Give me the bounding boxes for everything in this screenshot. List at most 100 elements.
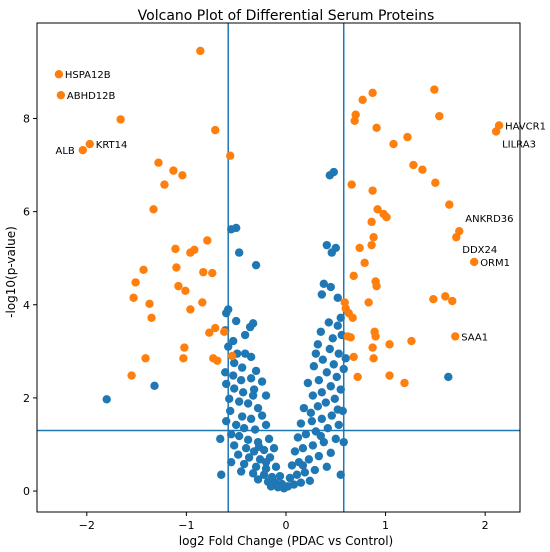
nonsignificant-point (221, 368, 230, 377)
y-tick-label: 6 (23, 206, 30, 219)
nonsignificant-point (102, 395, 111, 404)
nonsignificant-point (329, 167, 338, 177)
nonsignificant-point (246, 414, 256, 424)
nonsignificant-point (217, 470, 226, 479)
nonsignificant-point (231, 316, 241, 326)
nonsignificant-point (296, 419, 306, 428)
x-axis-label: log2 Fold Change (PDAC vs Control) (179, 534, 393, 548)
significant-point (169, 166, 178, 175)
significant-point (56, 90, 66, 100)
nonsignificant-point (283, 482, 293, 491)
nonsignificant-point (336, 313, 345, 322)
nonsignificant-point (326, 282, 335, 292)
nonsignificant-point (305, 476, 315, 485)
significant-point (418, 165, 427, 174)
nonsignificant-point (261, 391, 271, 400)
significant-point (407, 336, 416, 346)
data-points (54, 46, 504, 493)
nonsignificant-point (336, 385, 345, 394)
nonsignificant-point (309, 362, 319, 371)
significant-point (160, 180, 169, 189)
significant-point (348, 313, 357, 322)
nonsignificant-point (225, 394, 234, 404)
significant-point (355, 243, 364, 253)
x-tick-label: 2 (482, 519, 489, 532)
nonsignificant-point (326, 448, 335, 458)
significant-point (358, 95, 367, 105)
nonsignificant-point (334, 420, 343, 430)
nonsignificant-point (339, 437, 348, 447)
significant-point (409, 160, 418, 170)
nonsignificant-point (322, 368, 331, 377)
nonsignificant-point (241, 443, 251, 453)
significant-point (116, 115, 125, 124)
nonsignificant-point (317, 414, 327, 424)
significant-point (469, 257, 479, 267)
gene-label: ORM1 (480, 258, 510, 269)
nonsignificant-point (330, 394, 339, 404)
x-tick-label: 1 (382, 519, 389, 532)
nonsignificant-point (228, 336, 238, 346)
nonsignificant-point (316, 327, 326, 336)
nonsignificant-point (228, 371, 238, 380)
significant-point (171, 244, 180, 254)
nonsignificant-point (300, 468, 310, 477)
nonsignificant-point (314, 451, 324, 461)
y-axis-label: -log10(p-value) (4, 226, 18, 318)
gene-label: SAA1 (461, 332, 488, 343)
nonsignificant-point (323, 423, 332, 433)
significant-point (452, 233, 461, 242)
plot-frame (36, 22, 521, 513)
gene-label: ALB (56, 146, 75, 157)
significant-point (127, 371, 136, 380)
significant-point (389, 139, 398, 149)
significant-point (129, 293, 138, 302)
nonsignificant-point (226, 406, 235, 416)
significant-point (149, 205, 158, 214)
significant-point (372, 281, 381, 291)
significant-point (186, 305, 195, 314)
significant-point (368, 88, 377, 98)
significant-point (368, 343, 377, 352)
gene-annotations: HSPA12B ABHD12B KRT14 ALB HAVCR1 LILRA3 ANKRD3… (56, 70, 546, 343)
nonsignificant-point (240, 349, 250, 358)
significant-point (211, 125, 220, 135)
significant-point (494, 121, 504, 130)
gene-label: LILRA3 (502, 140, 536, 151)
nonsignificant-point (216, 434, 225, 444)
nonsignificant-point (239, 459, 249, 469)
significant-point (203, 236, 212, 245)
gene-label: ABHD12B (67, 91, 116, 102)
significant-point (220, 327, 229, 336)
significant-point (445, 200, 454, 209)
nonsignificant-point (299, 403, 309, 413)
threshold-lines (37, 23, 520, 512)
nonsignificant-point (298, 443, 308, 453)
nonsignificant-point (317, 290, 327, 299)
nonsignificant-point (326, 382, 335, 391)
significant-point (172, 263, 181, 272)
nonsignificant-point (245, 322, 255, 332)
gene-label: HSPA12B (65, 70, 111, 81)
nonsignificant-point (222, 379, 231, 389)
nonsignificant-point (226, 457, 236, 467)
significant-point (403, 132, 412, 142)
nonsignificant-point (240, 330, 250, 340)
nonsignificant-point (239, 423, 249, 433)
nonsignificant-point (253, 475, 263, 484)
x-tick-label: −1 (178, 519, 194, 532)
x-axis-ticks: −2 −1 0 1 2 (79, 512, 489, 532)
nonsignificant-point (222, 308, 231, 318)
nonsignificant-point (261, 457, 271, 467)
nonsignificant-point (222, 416, 231, 426)
nonsignificant-point (254, 442, 264, 451)
nonsignificant-point (317, 388, 327, 397)
nonsignificant-point (296, 478, 306, 487)
nonsignificant-point (324, 318, 333, 327)
significant-point (208, 268, 217, 278)
nonsignificant-point (298, 461, 308, 470)
nonsignificant-point (238, 388, 248, 397)
significant-point (196, 46, 205, 56)
nonsignificant-point (328, 334, 337, 343)
nonsignificant-point (246, 374, 256, 383)
